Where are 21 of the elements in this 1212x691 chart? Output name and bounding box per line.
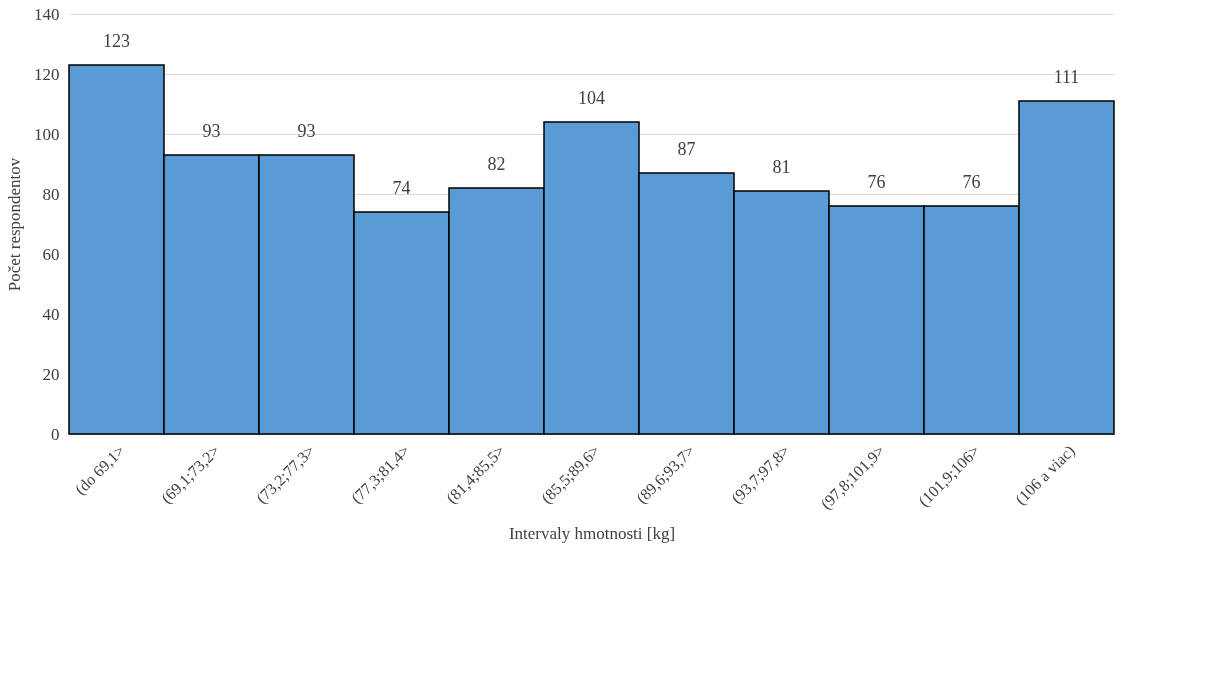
data-label: 93 bbox=[202, 121, 221, 141]
data-label: 87 bbox=[677, 139, 696, 159]
data-label: 93 bbox=[297, 121, 316, 141]
data-label: 82 bbox=[487, 154, 506, 174]
y-tick-label: 140 bbox=[34, 4, 60, 24]
y-tick-label: 100 bbox=[34, 124, 60, 144]
y-tick-label: 0 bbox=[51, 424, 60, 444]
y-tick-label: 80 bbox=[42, 184, 60, 204]
data-label: 81 bbox=[772, 157, 791, 177]
y-tick-label: 20 bbox=[42, 364, 60, 384]
data-label: 111 bbox=[1053, 67, 1080, 87]
data-label: 104 bbox=[578, 88, 605, 108]
y-tick-label: 40 bbox=[42, 304, 60, 324]
data-label: 76 bbox=[867, 172, 886, 192]
data-label: 123 bbox=[103, 31, 130, 51]
y-tick-label: 60 bbox=[42, 244, 60, 264]
data-label: 76 bbox=[962, 172, 981, 192]
data-label: 74 bbox=[392, 178, 411, 198]
x-axis-title: Intervaly hmotnosti [kg] bbox=[508, 524, 676, 544]
y-tick-label: 120 bbox=[34, 64, 60, 84]
y-axis-title: Počet respondentov bbox=[5, 157, 24, 292]
